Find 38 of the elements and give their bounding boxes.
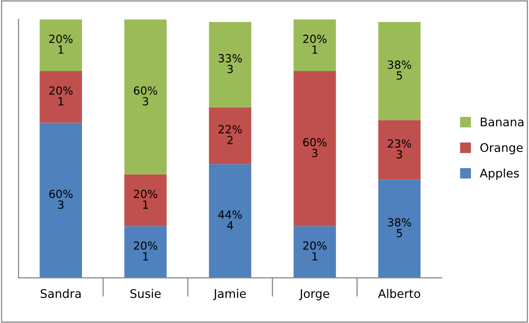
legend-label: Apples	[480, 168, 519, 180]
data-label: 33% 3	[218, 54, 242, 74]
bar	[378, 22, 421, 120]
bar	[294, 71, 336, 226]
bar	[124, 19, 167, 174]
bar	[40, 71, 82, 123]
bar	[124, 226, 167, 278]
data-label: 44% 4	[218, 210, 242, 230]
bar	[294, 226, 336, 278]
data-label: 23% 3	[388, 139, 412, 158]
data-label: 60% 3	[303, 138, 326, 158]
data-label: 22% 2	[218, 125, 242, 144]
legend-label: Banana	[480, 118, 524, 126]
data-label: 20% 1	[303, 34, 326, 54]
data-label: 20% 1	[49, 86, 73, 106]
bar	[208, 107, 252, 164]
x-tick-label: Jamie	[213, 288, 246, 300]
legend-label: Orange	[480, 143, 523, 154]
bar	[208, 164, 252, 278]
data-label: 38% 5	[388, 218, 412, 238]
data-label: 20% 1	[134, 190, 158, 209]
bar	[378, 180, 421, 278]
bar	[378, 120, 421, 180]
bar	[208, 22, 252, 108]
data-label: 60% 3	[134, 86, 158, 106]
bar	[294, 19, 336, 72]
data-label: 20% 1	[134, 241, 158, 260]
data-label: 20% 1	[49, 34, 73, 54]
data-label: 38% 5	[388, 60, 412, 80]
bar	[40, 19, 82, 72]
data-label: 20% 1	[303, 241, 326, 260]
bar	[124, 174, 167, 226]
data-label: 60% 3	[49, 190, 73, 209]
bar	[40, 122, 82, 278]
x-tick-label: Alberto	[378, 288, 420, 298]
x-tick-label: Jorge	[299, 289, 330, 300]
x-tick-label: Susie	[130, 288, 161, 298]
x-tick-label: Sandra	[40, 288, 81, 298]
